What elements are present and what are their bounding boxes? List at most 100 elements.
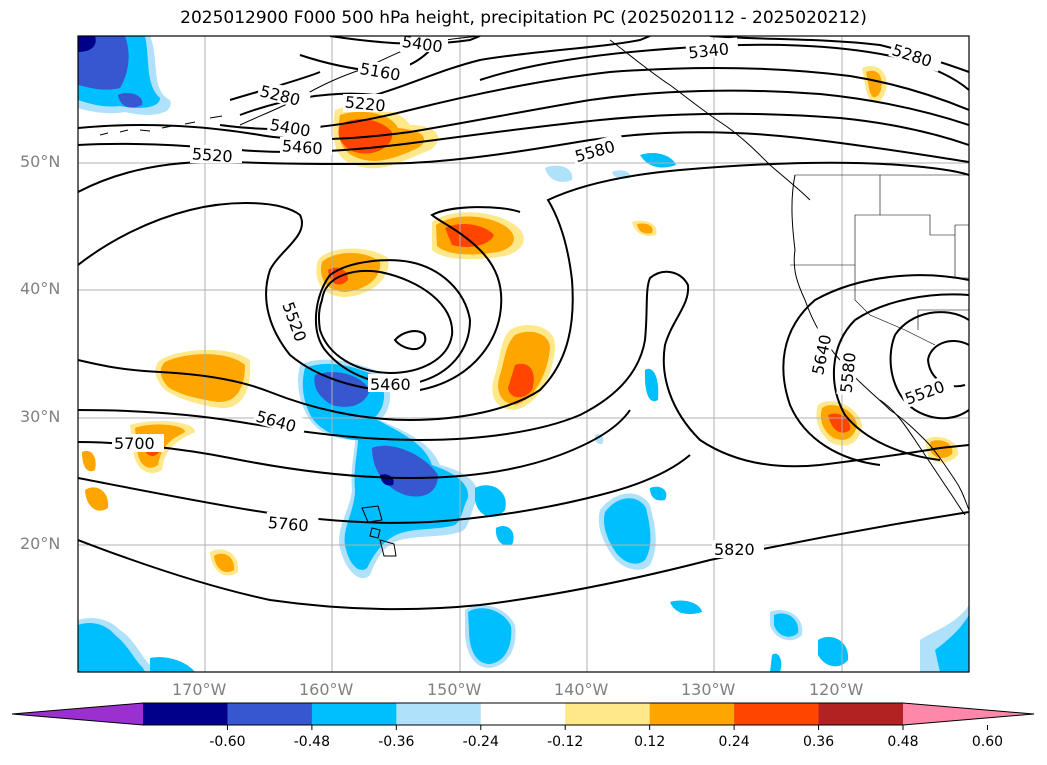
colorbar-tick-label: -0.24 bbox=[462, 734, 499, 750]
colorbar-outline bbox=[11, 702, 1035, 726]
colorbar-tick-label: -0.48 bbox=[293, 734, 330, 750]
contour-label: 5280 bbox=[890, 40, 935, 71]
contour-label: 5340 bbox=[687, 39, 729, 62]
colorbar-box bbox=[818, 703, 904, 725]
contour-5460-low bbox=[314, 259, 472, 385]
colorbar-tick-label: 0.24 bbox=[718, 734, 750, 750]
colorbar-box bbox=[734, 703, 820, 725]
colorbar-extend-min bbox=[12, 703, 143, 725]
coastlines bbox=[99, 36, 969, 557]
map-area: 5400 5340 5280 5160 5280 5220 5400 5460 … bbox=[78, 32, 969, 672]
contour-label: 5460 bbox=[281, 136, 323, 158]
us-west-coast bbox=[791, 174, 969, 511]
precip-blob bbox=[604, 498, 651, 564]
contour-5520-east bbox=[889, 311, 969, 420]
colorbar-tick-label: 0.60 bbox=[971, 734, 1004, 750]
precip-blob bbox=[935, 615, 969, 672]
precip-blob bbox=[637, 223, 653, 234]
precip-blob bbox=[78, 36, 96, 52]
colorbar-tick-label: 0.36 bbox=[802, 734, 835, 750]
contour-labels: 5400 5340 5280 5160 5280 5220 5400 5460 … bbox=[112, 32, 956, 559]
precip-blob bbox=[82, 450, 96, 472]
precip-blob bbox=[78, 36, 129, 90]
lat-label: 30°N bbox=[20, 407, 61, 426]
contour-5280 bbox=[229, 36, 969, 101]
contour-label: 5400 bbox=[401, 32, 444, 56]
lat-label: 20°N bbox=[20, 534, 61, 553]
contour-5700 bbox=[78, 409, 631, 480]
contour-inner-low bbox=[393, 330, 427, 351]
colorbar-box bbox=[480, 703, 566, 725]
colorbar-box bbox=[227, 703, 313, 725]
contour-5640-east bbox=[782, 274, 969, 466]
colorbar-box bbox=[311, 703, 397, 725]
aleutians bbox=[99, 115, 223, 136]
precip-blob bbox=[644, 368, 659, 402]
height-contours bbox=[78, 36, 969, 611]
colorbar-box bbox=[565, 703, 651, 725]
lat-label: 50°N bbox=[20, 152, 61, 171]
contour-5640 bbox=[78, 270, 969, 468]
precip-blob bbox=[650, 486, 667, 501]
colorbar-extend-max bbox=[903, 703, 1034, 725]
colorbar-tick-label: 0.48 bbox=[887, 734, 919, 750]
precip-blob bbox=[214, 553, 235, 573]
precip-blob bbox=[85, 487, 109, 511]
lon-label: 150°W bbox=[427, 680, 482, 699]
precip-blob bbox=[468, 608, 512, 664]
precip-positive-shading bbox=[82, 66, 959, 576]
contour-5580-low bbox=[78, 161, 969, 422]
contour-label: 5520 bbox=[278, 299, 310, 344]
precip-blob bbox=[118, 93, 143, 108]
colorbar-tick-label: -0.60 bbox=[209, 734, 246, 750]
lon-label: 130°W bbox=[681, 680, 736, 699]
lat-label: 40°N bbox=[20, 279, 61, 298]
colorbar-tick-label: -0.12 bbox=[547, 734, 584, 750]
state-borders bbox=[790, 174, 969, 346]
contour-label: 5700 bbox=[114, 434, 155, 453]
contour-label: 5520 bbox=[902, 377, 947, 409]
precip-blob bbox=[866, 70, 882, 98]
contour-5460 bbox=[78, 89, 969, 141]
precip-blob bbox=[508, 363, 534, 398]
precip-blob bbox=[78, 623, 145, 672]
colorbar-box bbox=[396, 703, 482, 725]
contour-5400 bbox=[219, 66, 969, 131]
precip-blob bbox=[774, 613, 799, 637]
precip-blob bbox=[640, 153, 676, 168]
contour-label: 5520 bbox=[191, 144, 233, 166]
contour-label: 5580 bbox=[837, 351, 860, 393]
precip-blob bbox=[445, 224, 494, 247]
colorbar-box bbox=[143, 703, 228, 725]
baja bbox=[879, 399, 966, 516]
contour-5580-east bbox=[832, 293, 969, 461]
contour-5400-low bbox=[317, 269, 454, 375]
lon-label: 160°W bbox=[299, 680, 354, 699]
precip-blob bbox=[495, 525, 514, 546]
lon-label: 140°W bbox=[554, 680, 609, 699]
precip-blob bbox=[670, 600, 702, 615]
precip-blob bbox=[545, 165, 573, 182]
map-frame bbox=[77, 35, 970, 673]
contour-5820 bbox=[78, 511, 969, 611]
bc-coast bbox=[609, 39, 811, 201]
contour-label: 5220 bbox=[344, 92, 386, 115]
contour-label: 5280 bbox=[258, 81, 302, 109]
lon-label: 120°W bbox=[809, 680, 864, 699]
contour-label: 5760 bbox=[267, 513, 309, 535]
precip-blob bbox=[930, 440, 953, 458]
hawaii bbox=[361, 505, 397, 557]
contour-5760 bbox=[78, 454, 691, 524]
precip-blob bbox=[818, 636, 849, 667]
contour-label: 5640 bbox=[254, 407, 298, 436]
colorbar-tick-label: 0.12 bbox=[634, 734, 666, 750]
colorbar-box bbox=[649, 703, 735, 725]
map-title: 2025012900 F000 500 hPa height, precipit… bbox=[180, 8, 867, 28]
precip-blob bbox=[160, 354, 245, 403]
contour-label: 5640 bbox=[808, 333, 835, 377]
precip-blob bbox=[475, 485, 506, 517]
contour-5520-low bbox=[78, 202, 521, 392]
lon-label: 170°W bbox=[172, 680, 227, 699]
contour-label: 5820 bbox=[714, 540, 755, 559]
